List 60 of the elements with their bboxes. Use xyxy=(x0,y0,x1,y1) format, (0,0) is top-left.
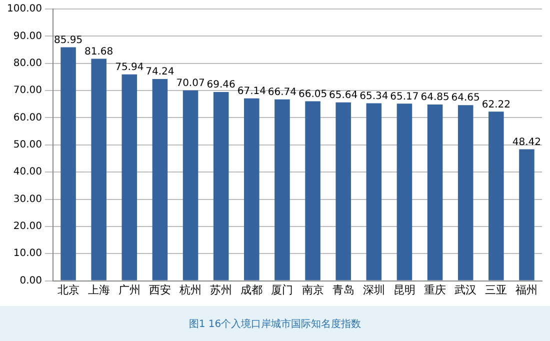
data-label: 66.05 xyxy=(298,88,328,100)
bar xyxy=(274,99,290,280)
data-label: 66.74 xyxy=(268,86,297,98)
data-label: 65.64 xyxy=(329,90,358,101)
y-tick-label: 60.00 xyxy=(13,112,42,124)
bar xyxy=(427,104,443,280)
y-tick-label: 40.00 xyxy=(13,166,42,178)
bar xyxy=(244,98,260,280)
bar xyxy=(182,90,198,280)
bar xyxy=(60,47,76,280)
y-tick-label: 100.00 xyxy=(6,4,42,15)
caption: 图1 16个入境口岸城市国际知名度指数 xyxy=(0,306,550,341)
y-tick-label: 50.00 xyxy=(13,139,42,150)
bar xyxy=(213,92,229,280)
x-tick-label: 深圳 xyxy=(362,283,385,296)
x-tick-label: 武汉 xyxy=(454,283,477,296)
x-tick-label: 南京 xyxy=(302,283,324,296)
data-label: 67.14 xyxy=(237,86,266,97)
data-label: 85.95 xyxy=(54,34,83,46)
data-label: 81.68 xyxy=(84,46,114,58)
y-tick-label: 90.00 xyxy=(13,30,42,42)
x-tick-label: 厦门 xyxy=(271,283,294,296)
data-label: 65.34 xyxy=(360,90,388,102)
x-tick-label: 上海 xyxy=(88,283,110,296)
bar xyxy=(396,104,412,280)
data-label: 64.65 xyxy=(451,92,480,104)
x-tick-label: 苏州 xyxy=(210,283,232,296)
data-label: 70.07 xyxy=(176,78,205,89)
bar xyxy=(91,58,106,280)
y-tick-label: 20.00 xyxy=(13,221,42,232)
bar xyxy=(152,79,168,280)
bar xyxy=(336,102,351,280)
x-tick-label: 北京 xyxy=(57,283,80,296)
x-tick-label: 杭州 xyxy=(178,283,202,296)
data-label: 69.46 xyxy=(206,80,236,91)
bar xyxy=(122,74,138,280)
x-tick-label: 福州 xyxy=(516,283,538,296)
x-tick-label: 重庆 xyxy=(424,283,446,296)
x-tick-label: 广州 xyxy=(118,283,140,296)
x-tick-label: 昆明 xyxy=(393,283,416,296)
y-tick-label: 0.00 xyxy=(20,275,42,286)
bar xyxy=(366,103,382,280)
data-label: 65.17 xyxy=(390,91,419,102)
x-tick-label: 三亚 xyxy=(485,283,508,296)
bar xyxy=(305,101,320,280)
data-label: 48.42 xyxy=(512,136,542,148)
bar xyxy=(488,112,504,280)
bar xyxy=(519,149,534,280)
data-label: 64.85 xyxy=(420,92,450,104)
x-tick-label: 青岛 xyxy=(332,283,354,296)
bar xyxy=(458,105,474,280)
data-label: 62.22 xyxy=(482,99,510,110)
x-tick-label: 成都 xyxy=(240,283,263,296)
data-label: 75.94 xyxy=(115,62,144,73)
y-tick-label: 30.00 xyxy=(13,194,42,205)
y-tick-label: 70.00 xyxy=(13,85,42,96)
data-label: 74.24 xyxy=(146,66,174,78)
y-tick-label: 80.00 xyxy=(13,58,42,69)
y-tick-label: 10.00 xyxy=(13,248,42,260)
x-tick-label: 西安 xyxy=(148,283,171,296)
